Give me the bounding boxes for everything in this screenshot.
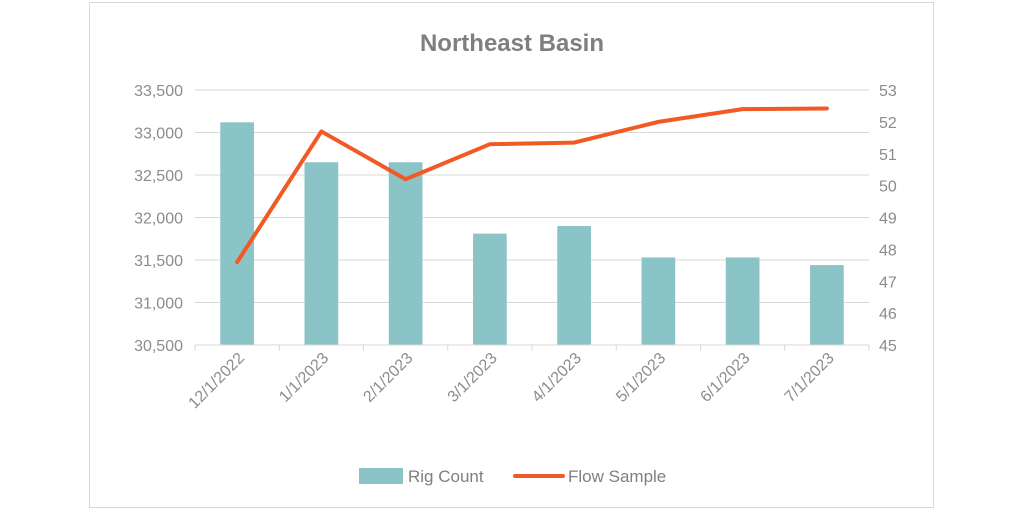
y-right-tick-label: 52 xyxy=(879,115,897,132)
y-right-tick-label: 50 xyxy=(879,179,897,196)
bar xyxy=(388,162,423,345)
y-left-tick-label: 33,500 xyxy=(134,83,183,100)
legend-swatch-bar xyxy=(359,468,403,484)
x-tick-label: 4/1/2023 xyxy=(529,350,585,406)
x-tick-label: 7/1/2023 xyxy=(782,350,838,406)
y-right-tick-label: 47 xyxy=(879,274,897,291)
bar xyxy=(473,233,507,345)
chart-container: Northeast Basin 30,500 31,000 31,500 32,000… xyxy=(89,2,934,508)
line-series xyxy=(235,106,829,265)
y-left-tick-label: 32,000 xyxy=(134,211,183,228)
legend: Rig Count Flow Sample xyxy=(359,467,666,486)
x-tick-label: 6/1/2023 xyxy=(697,350,753,406)
bar xyxy=(641,257,676,345)
y-right-tick-label: 49 xyxy=(879,211,897,228)
x-tick-label: 2/1/2023 xyxy=(360,350,416,406)
y-left-tick-label: 30,500 xyxy=(134,338,183,355)
y-left-tick-label: 31,000 xyxy=(134,296,183,313)
line-path xyxy=(235,106,829,265)
bar xyxy=(220,122,254,345)
gridlines xyxy=(195,89,869,303)
legend-label-line: Flow Sample xyxy=(568,467,666,486)
bar xyxy=(557,226,591,345)
x-tick-label: 12/1/2022 xyxy=(186,350,248,412)
y-left-tick-label: 31,500 xyxy=(134,253,183,270)
y-right-tick-label: 53 xyxy=(879,83,897,100)
y-right-tick-label: 46 xyxy=(879,306,897,323)
y-right-tick-label: 48 xyxy=(879,242,897,259)
y-left-tick-label: 33,000 xyxy=(134,126,183,143)
x-tick-label: 3/1/2023 xyxy=(445,350,501,406)
x-tick-label: 1/1/2023 xyxy=(276,350,332,406)
legend-label-bar: Rig Count xyxy=(408,467,484,486)
chart-title: Northeast Basin xyxy=(420,30,604,57)
y-right-tick-label: 45 xyxy=(879,338,897,355)
chart-svg: Northeast Basin 30,500 31,000 31,500 32,000… xyxy=(134,30,897,486)
x-tick-label: 5/1/2023 xyxy=(613,350,669,406)
bar xyxy=(304,162,339,345)
bar xyxy=(810,265,844,345)
y-right-tick-label: 51 xyxy=(879,147,897,164)
bar xyxy=(725,257,760,345)
bar-series xyxy=(220,122,844,345)
y-left-tick-label: 32,500 xyxy=(134,168,183,185)
